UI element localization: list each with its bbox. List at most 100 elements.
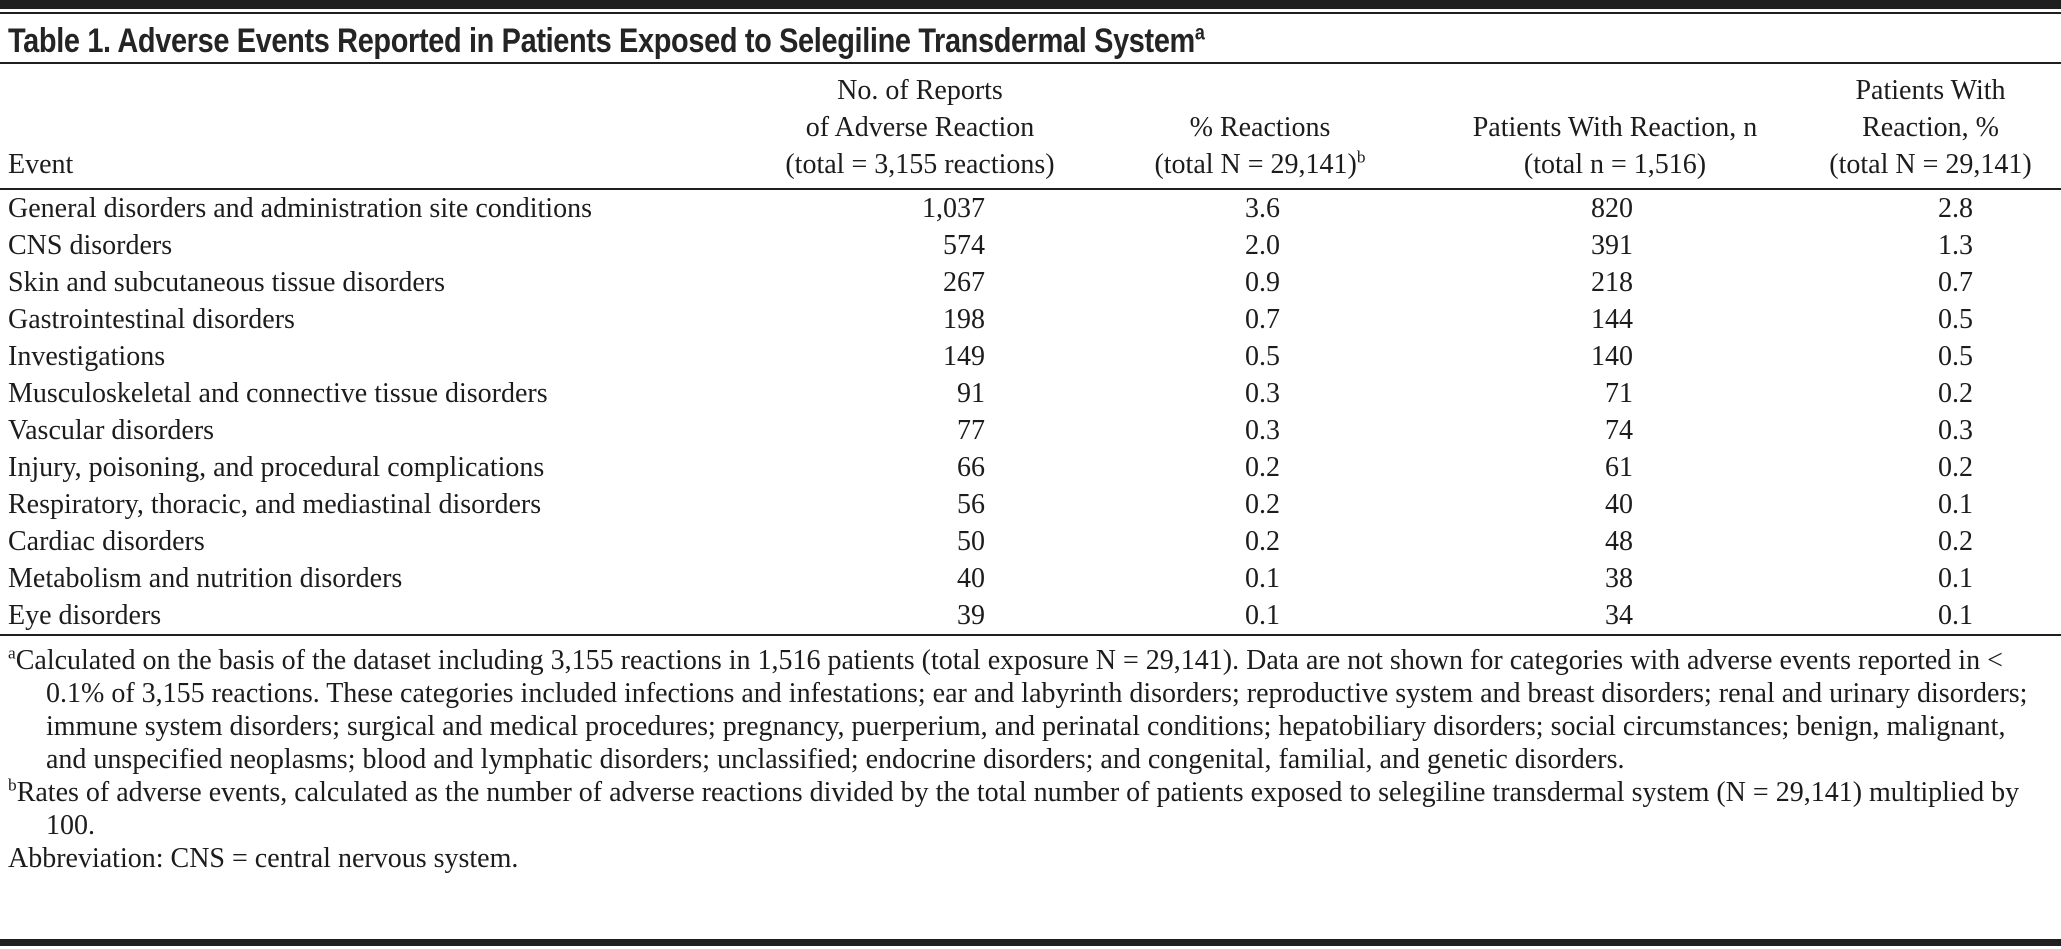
event-cell: Skin and subcutaneous tissue disorders: [8, 267, 446, 298]
patients-pct-cell: 0.2: [1938, 526, 1973, 557]
table-row: Cardiac disorders 50 0.2 48 0.2: [0, 523, 2061, 560]
patients-pct-cell: 0.2: [1938, 378, 1973, 409]
column-header-pct-reactions: % Reactions (total N = 29,141)b: [1090, 64, 1430, 190]
table-title-row: Table 1. Adverse Events Reported in Pati…: [0, 14, 2061, 62]
pct-reactions-cell: 0.1: [1245, 563, 1280, 594]
top-rule-thick: [0, 0, 2061, 9]
table-row: CNS disorders 574 2.0 391 1.3: [0, 227, 2061, 264]
event-cell: Injury, poisoning, and procedural compli…: [8, 452, 545, 483]
footnotes: aCalculated on the basis of the dataset …: [0, 636, 2061, 875]
reports-cell: 574: [943, 230, 985, 261]
reports-cell: 1,037: [922, 193, 985, 224]
column-header-no-of-reports: No. of Reports of Adverse Reaction (tota…: [750, 64, 1090, 190]
header-line: Reaction, %: [1862, 112, 1999, 143]
pct-reactions-cell: 0.2: [1245, 526, 1280, 557]
table-row: Metabolism and nutrition disorders 40 0.…: [0, 560, 2061, 597]
table-row: Musculoskeletal and connective tissue di…: [0, 375, 2061, 412]
event-cell: Vascular disorders: [8, 415, 215, 446]
reports-cell: 149: [943, 341, 985, 372]
column-header-patients-with-reaction-n: Patients With Reaction, n (total n = 1,5…: [1430, 64, 1800, 190]
header-line: Patients With: [1855, 75, 2006, 106]
table-row: Respiratory, thoracic, and mediastinal d…: [0, 486, 2061, 523]
table-body: General disorders and administration sit…: [0, 189, 2061, 636]
patients-n-cell: 48: [1605, 526, 1633, 557]
bottom-rule-thick: [0, 939, 2061, 946]
column-header-event: Event: [0, 64, 750, 190]
pct-reactions-cell: 3.6: [1245, 193, 1280, 224]
pct-reactions-cell: 0.1: [1090, 597, 1430, 636]
footnote-marker-a: a: [8, 643, 16, 663]
header-line: % Reactions: [1189, 112, 1331, 143]
title-footnote-marker-a: a: [1194, 21, 1205, 45]
header-line: Patients With Reaction, n: [1472, 112, 1758, 143]
event-cell: CNS disorders: [8, 230, 173, 261]
header-line-text: (total N = 29,141): [1154, 149, 1357, 180]
patients-pct-cell: 0.1: [1938, 489, 1973, 520]
patients-n-cell: 40: [1605, 489, 1633, 520]
patients-pct-cell: 0.5: [1938, 304, 1973, 335]
header-line: (total n = 1,516): [1523, 149, 1707, 180]
footnote-a: aCalculated on the basis of the dataset …: [8, 644, 2049, 776]
patients-pct-cell: 0.1: [1800, 597, 2061, 636]
header-line: of Adverse Reaction: [805, 112, 1035, 143]
event-cell: Metabolism and nutrition disorders: [8, 563, 403, 594]
table-header: Event No. of Reports of Adverse Reaction…: [0, 64, 2061, 190]
header-line: No. of Reports: [837, 75, 1003, 106]
footnote-a-text: Calculated on the basis of the dataset i…: [15, 645, 2028, 775]
patients-n-cell: 74: [1605, 415, 1633, 446]
reports-cell: 40: [957, 563, 985, 594]
header-line: Event: [8, 149, 74, 180]
event-cell: Eye disorders: [0, 597, 750, 636]
footnote-b-text: Rates of adverse events, calculated as t…: [16, 777, 2020, 841]
header-line: (total N = 29,141)b: [1090, 146, 1430, 183]
reports-cell: 39: [750, 597, 1090, 636]
patients-pct-cell: 0.5: [1938, 341, 1973, 372]
pct-reactions-cell: 0.5: [1245, 341, 1280, 372]
patients-pct-cell: 1.3: [1938, 230, 1973, 261]
table-row: General disorders and administration sit…: [0, 189, 2061, 227]
event-cell: Cardiac disorders: [8, 526, 205, 557]
event-cell: Gastrointestinal disorders: [8, 304, 295, 335]
pct-reactions-cell: 0.7: [1245, 304, 1280, 335]
footnote-marker-b: b: [8, 775, 17, 795]
reports-cell: 56: [957, 489, 985, 520]
event-cell: Musculoskeletal and connective tissue di…: [8, 378, 548, 409]
table-row: Injury, poisoning, and procedural compli…: [0, 449, 2061, 486]
table-row: Vascular disorders 77 0.3 74 0.3: [0, 412, 2061, 449]
header-line: (total N = 29,141): [1829, 149, 2032, 180]
abbreviation-note: Abbreviation: CNS = central nervous syst…: [8, 843, 519, 874]
header-line: (total = 3,155 reactions): [785, 149, 1055, 180]
pct-reactions-cell: 0.2: [1245, 489, 1280, 520]
reports-cell: 50: [957, 526, 985, 557]
patients-pct-cell: 0.7: [1938, 267, 1973, 298]
table-row: Gastrointestinal disorders 198 0.7 144 0…: [0, 301, 2061, 338]
patients-pct-cell: 0.2: [1938, 452, 1973, 483]
event-cell: General disorders and administration sit…: [8, 193, 592, 224]
reports-cell: 77: [957, 415, 985, 446]
patients-n-cell: 71: [1605, 378, 1633, 409]
pct-reactions-cell: 0.2: [1245, 452, 1280, 483]
patients-n-cell: 391: [1591, 230, 1633, 261]
patients-pct-cell: 0.1: [1938, 563, 1973, 594]
reports-cell: 198: [943, 304, 985, 335]
reports-cell: 267: [943, 267, 985, 298]
title-rule: [0, 62, 2061, 64]
footnote-b: bRates of adverse events, calculated as …: [8, 776, 2049, 842]
table-row: Skin and subcutaneous tissue disorders 2…: [0, 264, 2061, 301]
pct-reactions-cell: 0.9: [1245, 267, 1280, 298]
patients-pct-cell: 0.3: [1938, 415, 1973, 446]
patients-n-cell: 61: [1605, 452, 1633, 483]
top-rule-thin: [0, 12, 2061, 14]
patients-n-cell: 34: [1430, 597, 1800, 636]
table-title-text: Table 1. Adverse Events Reported in Pati…: [8, 22, 1195, 60]
pct-reactions-cell: 0.3: [1245, 415, 1280, 446]
patients-n-cell: 140: [1591, 341, 1633, 372]
column-header-patients-with-reaction-pct: Patients With Reaction, % (total N = 29,…: [1800, 64, 2061, 190]
event-cell: Respiratory, thoracic, and mediastinal d…: [8, 489, 542, 520]
patients-pct-cell: 2.8: [1938, 193, 1973, 224]
event-cell: Investigations: [8, 341, 166, 372]
patients-n-cell: 144: [1591, 304, 1633, 335]
patients-n-cell: 820: [1591, 193, 1633, 224]
patients-n-cell: 38: [1605, 563, 1633, 594]
